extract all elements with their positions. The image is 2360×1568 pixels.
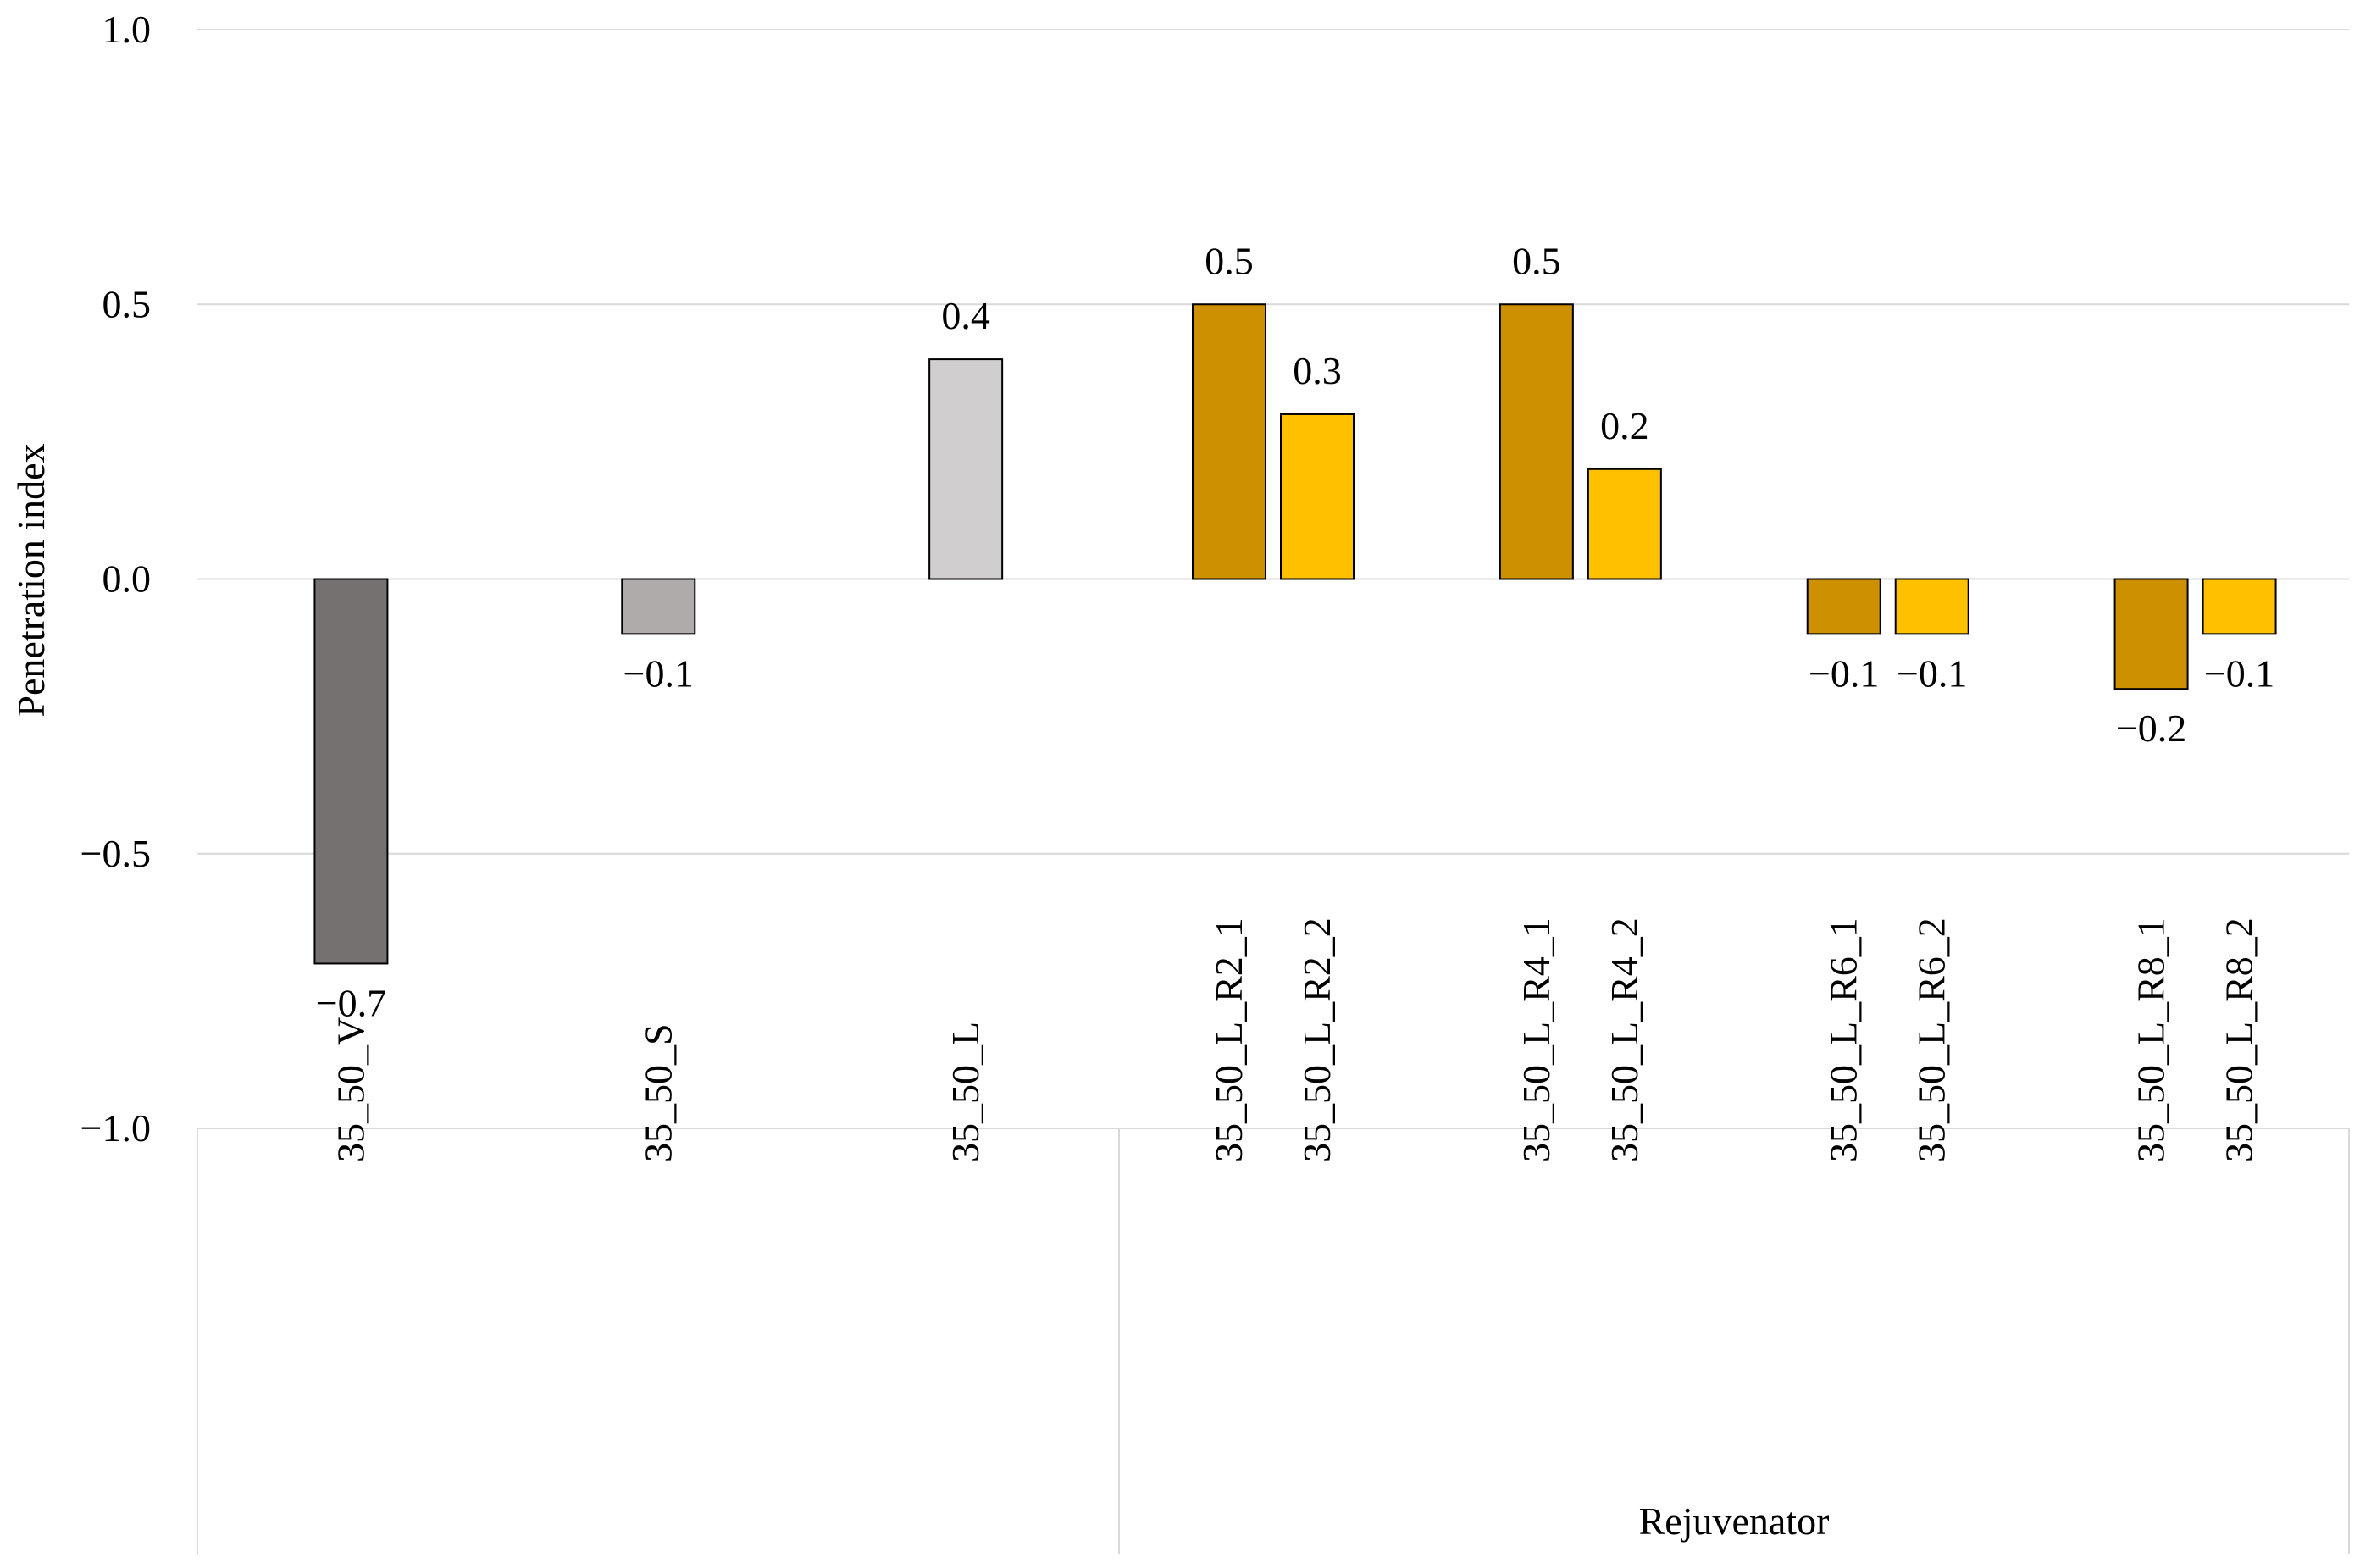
category-label-35_50_L_R4_2: 35_50_L_R4_2 <box>1603 917 1646 1162</box>
y-tick-label: −0.5 <box>80 832 151 875</box>
bar-35_50_L_R8_2 <box>2202 578 2277 635</box>
data-label-35_50_L_R6_2: −0.1 <box>1897 651 1967 695</box>
data-label-35_50_L_R2_2: 0.3 <box>1293 349 1342 392</box>
category-label-35_50_L: 35_50_L <box>944 1022 987 1162</box>
data-label-35_50_L_R2_1: 0.5 <box>1205 239 1254 282</box>
gridlines <box>197 29 2349 1129</box>
bar-35_50_L_R2_2 <box>1280 413 1355 580</box>
category-labels: 35_50_V 35_50_S 35_50_L 35_50_L_R2_1 35_50_L… <box>329 917 2260 1162</box>
bar-35_50_L_R4_2 <box>1587 468 1662 580</box>
y-tick-label: −1.0 <box>80 1106 151 1150</box>
category-axis: 35_50_V 35_50_S 35_50_L 35_50_L_R2_1 35_50_L… <box>197 917 2350 1554</box>
category-label-35_50_V: 35_50_V <box>329 1017 372 1162</box>
data-label-35_50_L_R8_2: −0.1 <box>2204 651 2274 695</box>
bar-35_50_L_R2_1 <box>1192 303 1266 580</box>
data-label-35_50_L: 0.4 <box>941 294 990 337</box>
bar-35_50_L <box>928 358 1004 580</box>
category-label-35_50_L_R4_1: 35_50_L_R4_1 <box>1515 917 1558 1162</box>
category-label-35_50_L_R8_2: 35_50_L_R8_2 <box>2218 917 2261 1162</box>
data-label-35_50_L_R4_1: 0.5 <box>1512 239 1561 282</box>
bars <box>313 303 2277 965</box>
bar-35_50_L_R6_1 <box>1806 578 1881 635</box>
bar-35_50_S <box>621 578 696 635</box>
data-labels: −0.7 −0.1 0.4 0.5 0.3 0.5 0.2 −0.1 −0.1 −0.2 −0.1 <box>316 239 2275 1024</box>
y-axis-tick-labels: 1.0 0.5 0.0 −0.5 −1.0 <box>80 8 151 1150</box>
y-axis-title: Penetration index <box>9 443 53 717</box>
category-label-35_50_L_R6_1: 35_50_L_R6_1 <box>1822 917 1865 1162</box>
data-label-35_50_L_R4_2: 0.2 <box>1600 404 1649 447</box>
category-label-35_50_L_R6_2: 35_50_L_R6_2 <box>1910 917 1953 1162</box>
data-label-35_50_S: −0.1 <box>623 651 694 695</box>
data-label-35_50_L_R8_1: −0.2 <box>2116 706 2186 750</box>
category-label-35_50_L_R2_2: 35_50_L_R2_2 <box>1295 917 1338 1162</box>
data-label-35_50_V: −0.7 <box>316 981 386 1024</box>
y-tick-label: 0.0 <box>102 557 152 601</box>
data-label-35_50_L_R6_1: −0.1 <box>1809 651 1879 695</box>
group-label-rejuvenator: Rejuvenator <box>1639 1499 1830 1543</box>
category-label-35_50_L_R2_1: 35_50_L_R2_1 <box>1207 917 1250 1162</box>
y-tick-label: 0.5 <box>102 282 152 325</box>
bar-35_50_L_R4_1 <box>1499 303 1574 580</box>
category-label-35_50_L_R8_1: 35_50_L_R8_1 <box>2130 917 2173 1162</box>
bar-35_50_L_R8_1 <box>2113 578 2189 690</box>
bar-35_50_L_R6_2 <box>1894 578 1969 635</box>
category-label-35_50_S: 35_50_S <box>636 1023 679 1162</box>
bar-35_50_V <box>313 578 389 965</box>
y-tick-label: 1.0 <box>102 8 152 51</box>
